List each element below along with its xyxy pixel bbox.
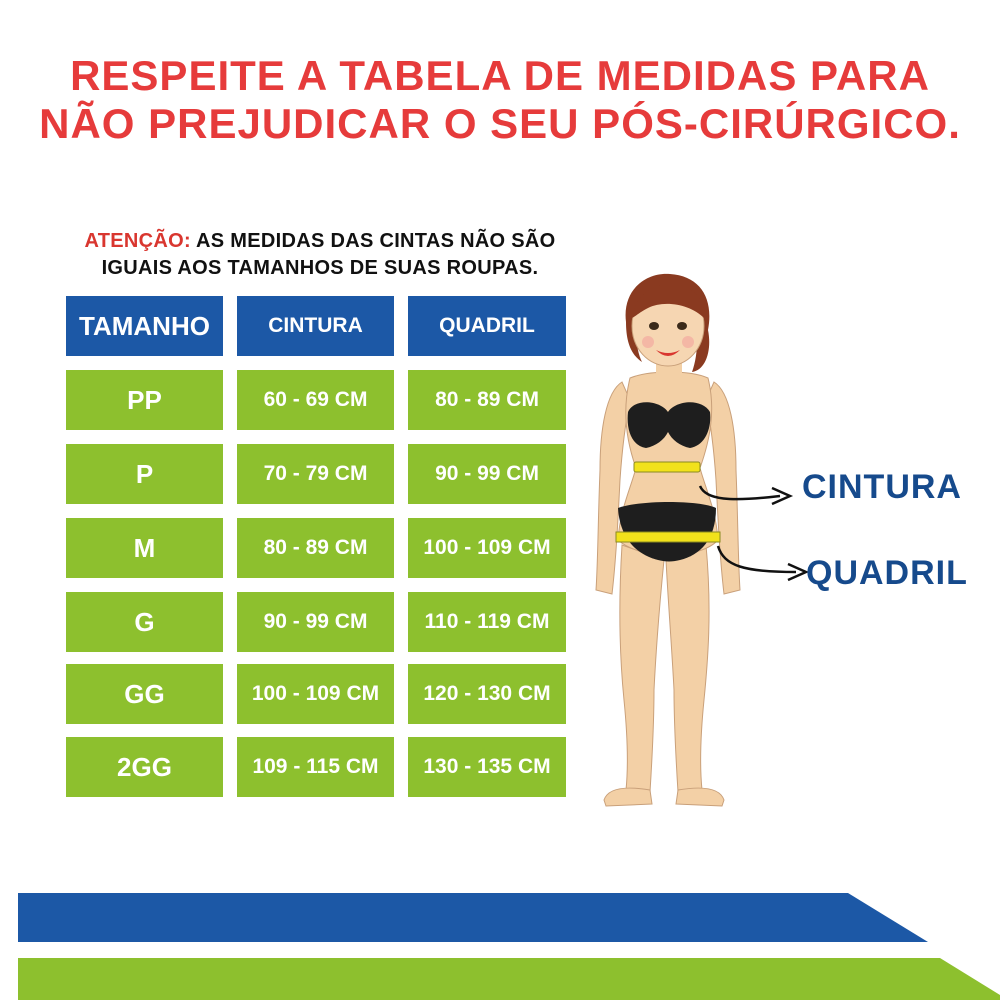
woman-figure: [595, 273, 741, 807]
attention-text-line-1: AS MEDIDAS DAS CINTAS NÃO SÃO: [190, 230, 556, 252]
hip-cell: 130 - 135 CM: [408, 737, 566, 797]
bottom-green-band: [18, 958, 1000, 1000]
bottom-blue-band: [18, 893, 928, 942]
size-cell: GG: [66, 664, 223, 724]
title-line-1: RESPEITE A TABELA DE MEDIDAS PARA: [70, 52, 930, 99]
waist-arrowhead: [771, 486, 794, 506]
page-title: RESPEITE A TABELA DE MEDIDAS PARA NÃO PR…: [0, 52, 1000, 148]
waist-cell: 90 - 99 CM: [237, 592, 394, 652]
waist-cell: 80 - 89 CM: [237, 518, 394, 578]
hip-label: QUADRIL: [806, 554, 968, 592]
waist-cell: 109 - 115 CM: [237, 737, 394, 797]
waist-cell: 60 - 69 CM: [237, 370, 394, 430]
hip-cell: 110 - 119 CM: [408, 592, 566, 652]
header-hip: QUADRIL: [408, 296, 566, 356]
hip-cell: 80 - 89 CM: [408, 370, 566, 430]
waist-cell: 70 - 79 CM: [237, 444, 394, 504]
header-waist: CINTURA: [237, 296, 394, 356]
waist-cell: 100 - 109 CM: [237, 664, 394, 724]
size-cell: G: [66, 592, 223, 652]
waist-arrow: [698, 485, 781, 501]
title-line-2: NÃO PREJUDICAR O SEU PÓS-CIRÚRGICO.: [39, 100, 961, 147]
size-cell: PP: [66, 370, 223, 430]
hip-cell: 90 - 99 CM: [408, 444, 566, 504]
hip-cell: 100 - 109 CM: [408, 518, 566, 578]
hip-arrow: [716, 545, 797, 574]
attention-notice: ATENÇÃO: AS MEDIDAS DAS CINTAS NÃO SÃO I…: [40, 228, 600, 282]
attention-label: ATENÇÃO:: [84, 230, 191, 252]
size-cell: 2GG: [66, 737, 223, 797]
header-size: TAMANHO: [66, 296, 223, 356]
size-cell: M: [66, 518, 223, 578]
size-cell: P: [66, 444, 223, 504]
hip-cell: 120 - 130 CM: [408, 664, 566, 724]
waist-label: CINTURA: [802, 468, 962, 506]
hip-arrowhead: [787, 562, 810, 582]
attention-text-line-2: IGUAIS AOS TAMANHOS DE SUAS ROUPAS.: [101, 257, 539, 279]
